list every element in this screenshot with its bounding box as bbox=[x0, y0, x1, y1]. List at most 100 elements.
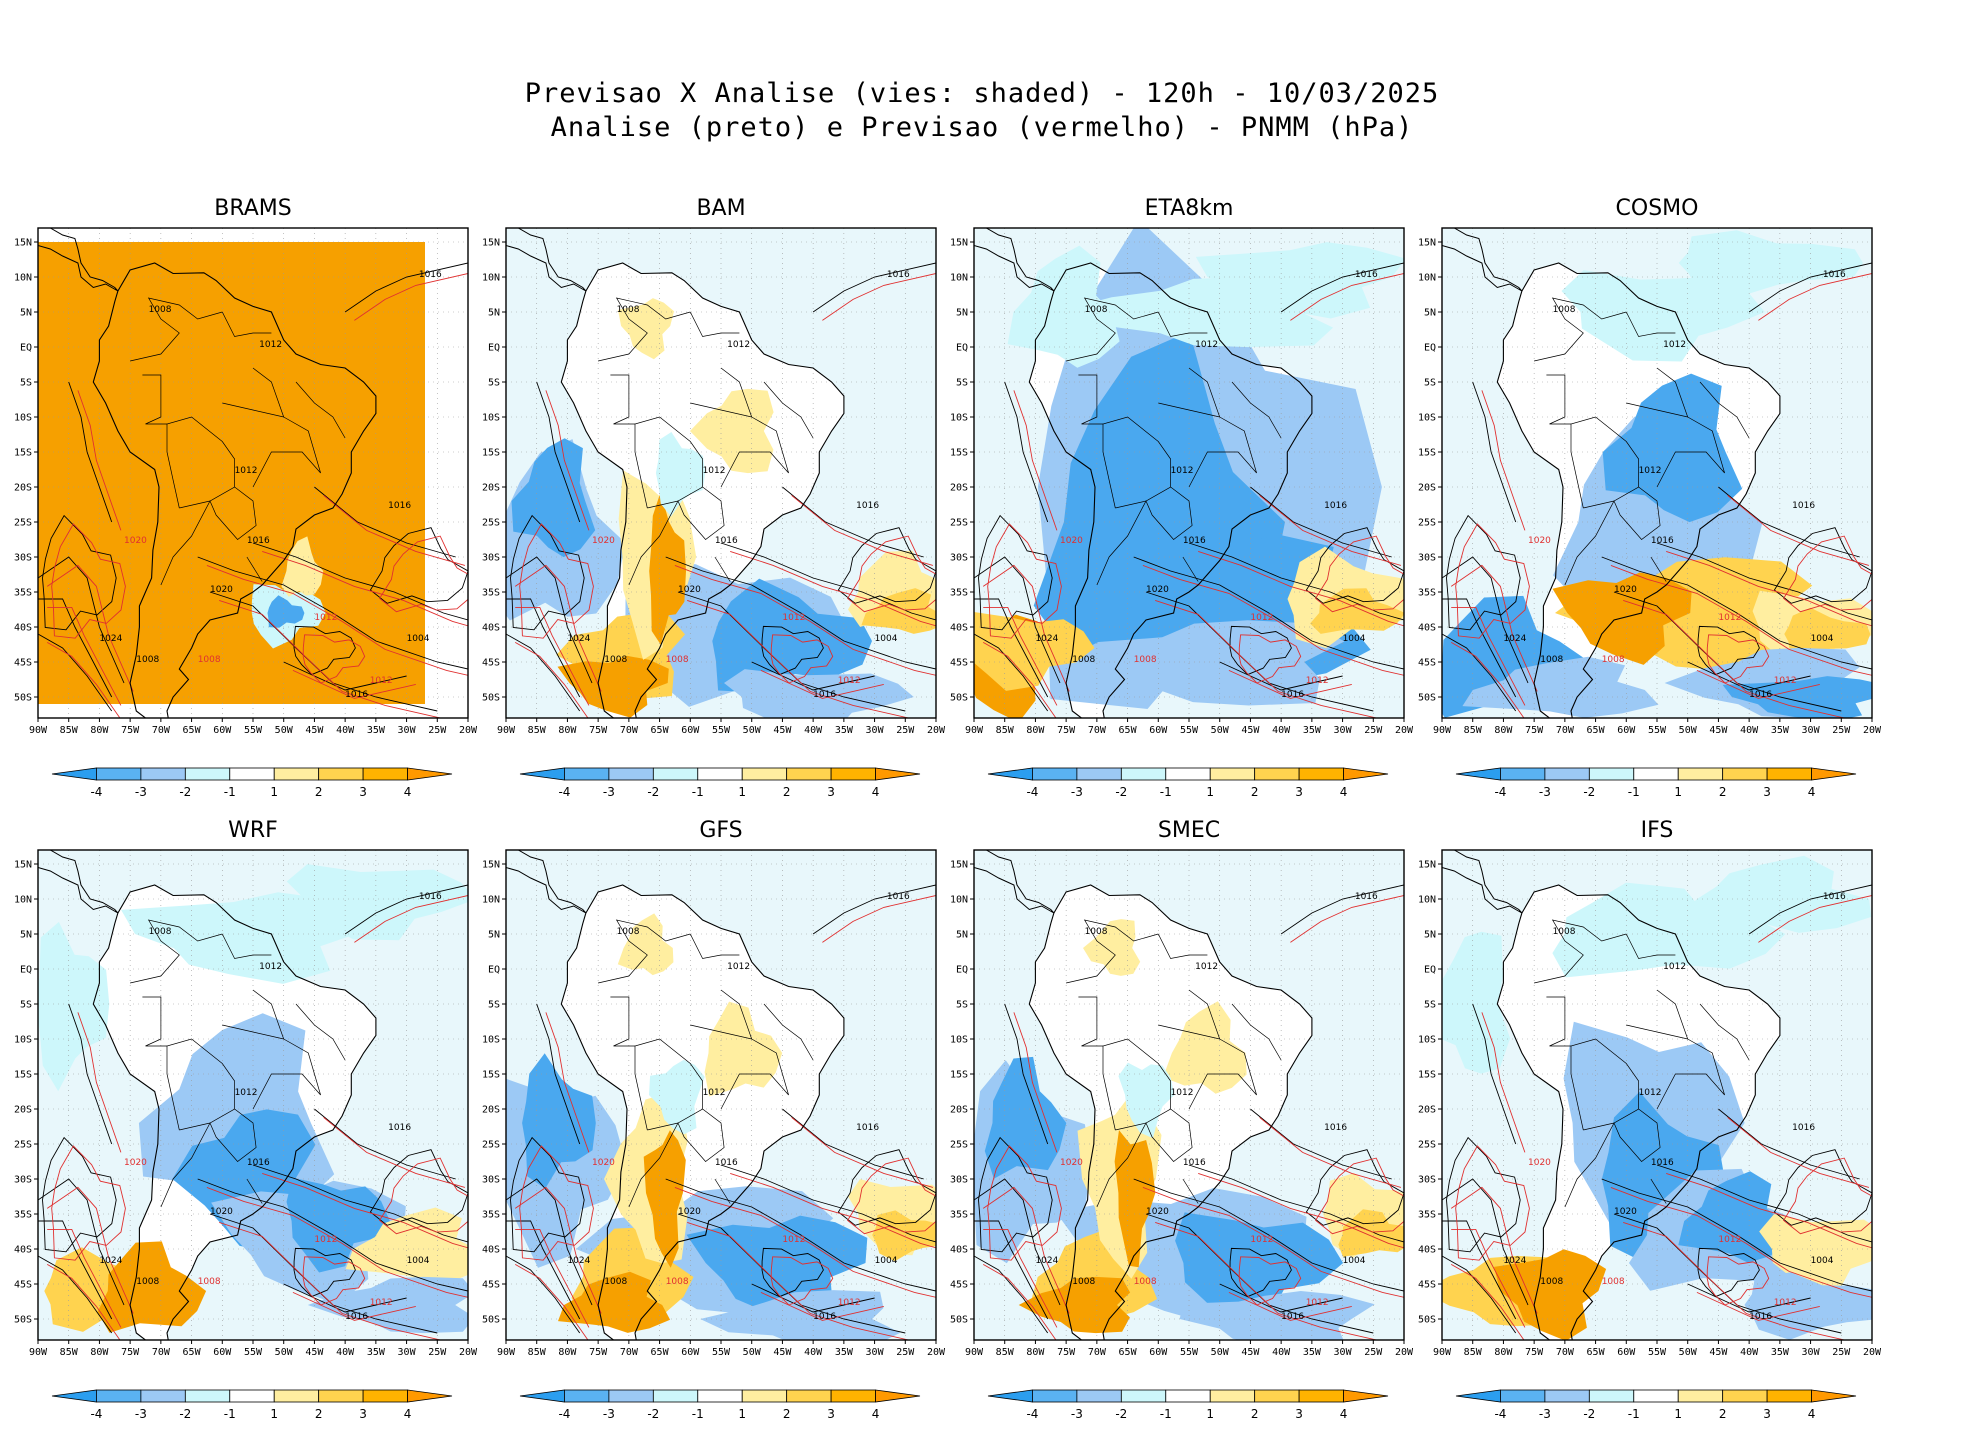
contour-label: 1012 bbox=[782, 1235, 805, 1245]
lon-label: 45W bbox=[305, 1347, 324, 1358]
lon-label: 20W bbox=[927, 725, 946, 736]
colorbar-swatch bbox=[1209, 767, 1256, 781]
lat-label: 35S bbox=[482, 1210, 500, 1221]
bias-region bbox=[1338, 1209, 1404, 1257]
contour-label: 1012 bbox=[1639, 466, 1662, 476]
lat-label: 5S bbox=[20, 378, 32, 389]
coastline bbox=[560, 884, 845, 1340]
bias-region bbox=[704, 1001, 783, 1097]
lat-label: EQ bbox=[956, 343, 968, 354]
colorbar-swatch bbox=[1588, 767, 1635, 781]
forecast-isobar bbox=[379, 1157, 468, 1235]
forecast-isobar bbox=[545, 390, 590, 531]
colorbar-label: 2 bbox=[315, 785, 323, 799]
contour-label: 1016 bbox=[1651, 536, 1674, 546]
contour-label: 1008 bbox=[1602, 1277, 1625, 1287]
analysis-isobar bbox=[812, 262, 936, 313]
coastline bbox=[1496, 262, 1781, 718]
colorbar-swatch bbox=[697, 767, 743, 781]
lat-label: 50S bbox=[1418, 693, 1436, 704]
lat-label: 50S bbox=[482, 693, 500, 704]
country-border bbox=[1564, 500, 1615, 586]
lat-label: 10N bbox=[14, 273, 32, 284]
lon-label: 25W bbox=[1832, 725, 1851, 736]
colorbar-label: 1 bbox=[270, 1407, 278, 1421]
lon-label: 35W bbox=[1771, 725, 1790, 736]
forecast-isobar bbox=[1455, 523, 1530, 639]
analysis-isobar bbox=[42, 514, 117, 631]
lon-label: 60W bbox=[1149, 725, 1168, 736]
analysis-isobar bbox=[1718, 1108, 1860, 1180]
country-border bbox=[209, 1108, 257, 1162]
analysis-isobar bbox=[536, 1003, 581, 1145]
lon-label: 50W bbox=[743, 1347, 762, 1358]
analysis-isobar bbox=[1219, 661, 1343, 691]
country-border bbox=[1158, 367, 1221, 418]
bias-region bbox=[522, 1053, 596, 1189]
country-border bbox=[720, 1038, 789, 1110]
colorbar-label: -3 bbox=[603, 1407, 615, 1421]
colorbar-label: -4 bbox=[1026, 785, 1038, 799]
analysis-isobar bbox=[1442, 1220, 1517, 1320]
lon-label: 60W bbox=[681, 725, 700, 736]
forecast-isobar bbox=[1450, 1186, 1538, 1314]
lat-label: 25S bbox=[14, 518, 32, 529]
forecast-isobar bbox=[354, 895, 468, 943]
lon-label: 30W bbox=[866, 725, 885, 736]
lat-label: 10S bbox=[1418, 1035, 1436, 1046]
colorbar-swatch bbox=[273, 767, 320, 781]
bias-region bbox=[1179, 1291, 1375, 1340]
contour-label: 1020 bbox=[1528, 536, 1551, 546]
colorbar-swatch bbox=[1633, 767, 1679, 781]
contour-label: 1008 bbox=[666, 1277, 689, 1287]
lon-label: 25W bbox=[896, 1347, 915, 1358]
contour-label: 1012 bbox=[370, 676, 393, 686]
contour-label: 1008 bbox=[1602, 655, 1625, 665]
country-border bbox=[222, 367, 285, 418]
analysis-isobar bbox=[314, 486, 456, 558]
lon-label: 65W bbox=[183, 725, 202, 736]
analysis-isobar bbox=[1004, 1003, 1049, 1145]
lon-label: 60W bbox=[1617, 1347, 1636, 1358]
forecast-isobar bbox=[760, 669, 884, 699]
analysis-isobar bbox=[68, 1003, 113, 1145]
contour-label: 1004 bbox=[875, 1256, 898, 1266]
country-border bbox=[720, 416, 789, 488]
contour-label: 1020 bbox=[210, 585, 233, 595]
colorbar-swatch bbox=[987, 767, 1033, 781]
panel-wrf: WRF 1024 1008 1020 1016 1012 1004 1016 1016 1012 1… bbox=[0, 818, 478, 1421]
lon-label: 55W bbox=[1648, 1347, 1667, 1358]
country-border bbox=[714, 1178, 731, 1204]
analysis-isobar bbox=[197, 1178, 468, 1292]
contour-label: 1012 bbox=[1250, 1235, 1273, 1245]
forecast-isobar bbox=[982, 642, 1057, 718]
bias-region bbox=[649, 492, 686, 645]
colorbar-label: -3 bbox=[135, 785, 147, 799]
colorbar-label: -4 bbox=[1494, 785, 1506, 799]
lat-label: 5N bbox=[956, 930, 968, 941]
lat-label: 40S bbox=[14, 1245, 32, 1256]
country-border bbox=[1078, 374, 1103, 425]
lat-label: 15N bbox=[1418, 238, 1436, 249]
lon-label: 80W bbox=[558, 725, 577, 736]
bias-field bbox=[38, 242, 425, 704]
forecast-isobar bbox=[1610, 1186, 1872, 1298]
country-border bbox=[1231, 381, 1282, 439]
analysis-isobar bbox=[761, 625, 824, 676]
lat-label: 10S bbox=[14, 1035, 32, 1046]
lat-label: 50S bbox=[950, 693, 968, 704]
colorbar-label: -1 bbox=[224, 785, 236, 799]
forecast-isobar bbox=[46, 642, 121, 718]
lon-label: 40W bbox=[804, 1347, 823, 1358]
colorbar-label: 3 bbox=[827, 785, 835, 799]
colorbar-label: 4 bbox=[404, 785, 412, 799]
lat-label: 15N bbox=[482, 238, 500, 249]
bias-region bbox=[724, 669, 914, 718]
lon-label: 75W bbox=[1057, 1347, 1076, 1358]
lon-label: 30W bbox=[398, 725, 417, 736]
lon-label: 40W bbox=[336, 725, 355, 736]
country-border bbox=[222, 989, 285, 1040]
forecast-isobar bbox=[1450, 642, 1525, 718]
colorbar: -4 -3 -2 -1 1 2 3 4 bbox=[519, 1389, 921, 1421]
contour-label: 1016 bbox=[856, 1123, 879, 1133]
